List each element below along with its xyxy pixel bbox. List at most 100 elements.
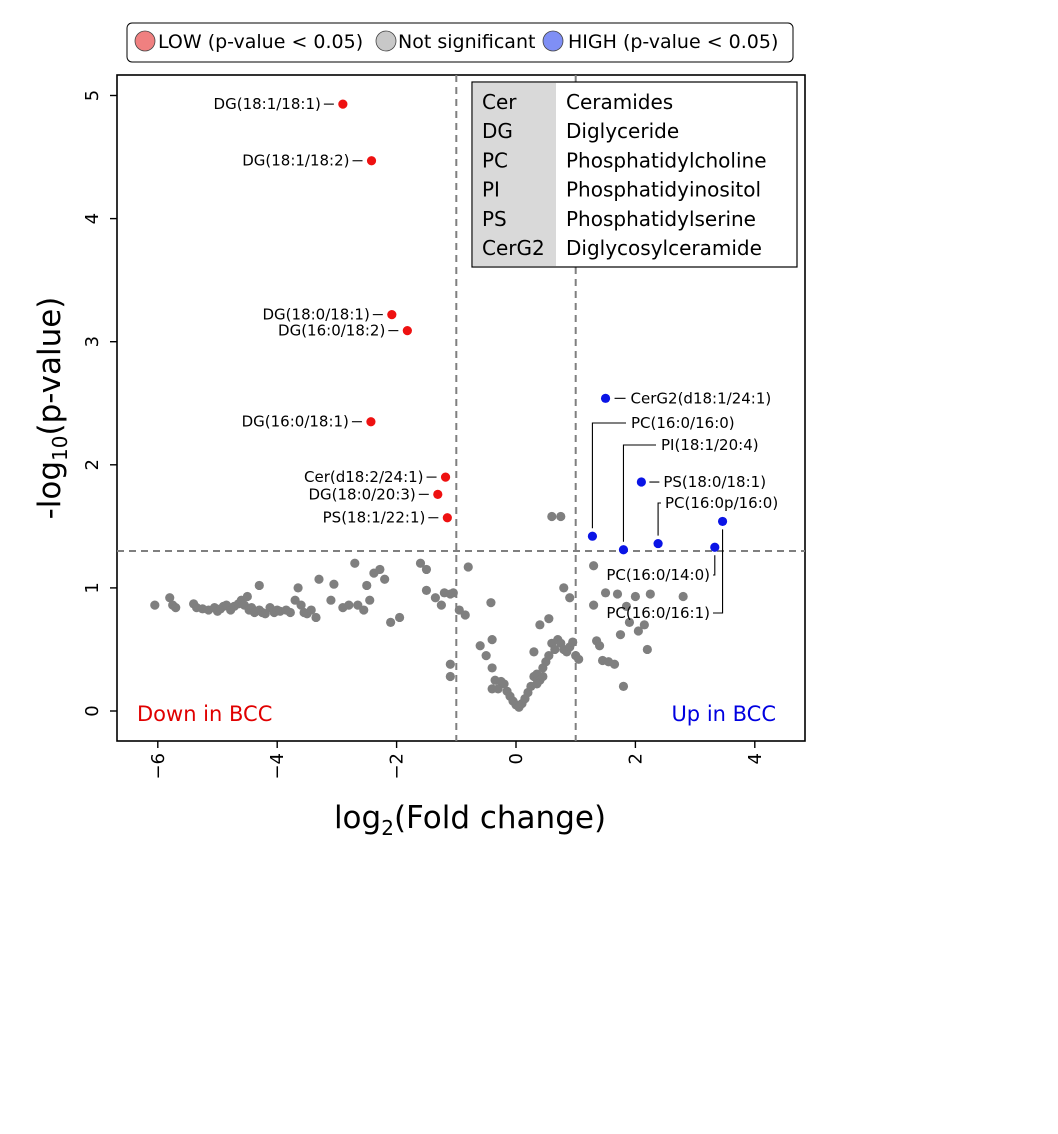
x-tick-label: 0 [506, 753, 527, 764]
not-significant-point [624, 617, 635, 627]
x-axis-title-subscript: 2 [381, 816, 394, 840]
not-significant-point [532, 679, 542, 689]
not-significant-point [430, 593, 441, 603]
not-significant-point [445, 671, 455, 682]
x-tick-label: −6 [148, 753, 169, 780]
high-significant-point [710, 542, 720, 552]
abbreviation-name: Phosphatidylserine [566, 207, 756, 231]
x-axis-title-rest: (Fold change) [394, 800, 606, 836]
low-significant-point [338, 99, 348, 109]
point-label: DG(16:0/18:2) [278, 322, 385, 340]
abbreviation-column-shade [473, 83, 556, 266]
point-label: PC(16:0/16:0) [631, 414, 735, 432]
not-significant-point [359, 605, 369, 615]
not-significant-point [436, 600, 446, 610]
legend-high-marker [542, 30, 564, 52]
not-significant-point [344, 600, 354, 610]
not-significant-point [486, 598, 496, 608]
abbreviation-name: Phosphatidylcholine [566, 148, 767, 172]
not-significant-point [499, 679, 509, 689]
abbreviation-name: Phosphatidyinositol [566, 178, 761, 202]
point-label: DG(16:0/18:1) [242, 413, 349, 431]
not-significant-point [350, 558, 360, 568]
abbreviation-code: PC [482, 148, 508, 172]
legend-high-label: HIGH (p-value < 0.05) [568, 31, 778, 53]
high-significant-point [636, 477, 646, 487]
legend-low-marker [134, 30, 156, 52]
not-significant-point [293, 583, 303, 593]
point-label: DG(18:0/18:1) [263, 306, 370, 324]
down-in-bcc-label: Down in BCC [137, 702, 272, 726]
abbreviation-name: Ceramides [566, 90, 673, 114]
point-label: PS(18:0/18:1) [663, 473, 766, 491]
point-label: Cer(d18:2/24:1) [304, 468, 424, 486]
not-significant-point [594, 641, 605, 651]
not-significant-point [475, 641, 485, 651]
not-significant-point [445, 659, 455, 669]
point-label: PC(16:0/16:1) [606, 604, 710, 622]
not-significant-point [481, 651, 491, 661]
not-significant-point [296, 600, 306, 610]
abbreviation-code: CerG2 [482, 236, 545, 260]
not-significant-point [589, 600, 599, 610]
point-labels: DG(18:1/18:1)DG(18:1/18:2)DG(18:0/18:1)D… [214, 95, 779, 622]
not-significant-point [306, 605, 316, 615]
label-leader-line [657, 502, 661, 536]
point-label: DG(18:0/20:3) [308, 485, 415, 503]
label-leader-line [713, 529, 724, 614]
y-axis-title: -log10(p-value) [32, 297, 72, 520]
not-significant-point [574, 654, 584, 664]
abbreviation-code: PS [482, 207, 507, 231]
not-significant-point [421, 585, 432, 595]
x-tick-label: 2 [625, 753, 646, 764]
not-significant-point [642, 644, 652, 655]
abbreviation-name: Diglyceride [566, 119, 679, 143]
y-tick-label: 5 [82, 90, 103, 101]
low-significant-point [442, 513, 452, 523]
y-tick-label: 4 [82, 213, 103, 224]
axes: −6 −4 −2 0 2 4 0 1 2 3 4 5 [82, 90, 766, 780]
not-significant-point [559, 583, 569, 593]
not-significant-point [314, 574, 324, 584]
not-significant-point [544, 614, 554, 624]
low-significant-point [402, 326, 412, 336]
legend: LOW (p-value < 0.05) Not significant HIG… [126, 22, 794, 63]
not-significant-point [556, 511, 566, 522]
not-significant-point [285, 607, 295, 618]
not-significant-point [544, 651, 554, 661]
not-significant-point [463, 562, 473, 572]
legend-low-label: LOW (p-value < 0.05) [158, 31, 363, 53]
not-significant-point [421, 564, 432, 575]
not-significant-point [547, 511, 557, 522]
not-significant-point [460, 610, 470, 620]
high-significant-point [587, 531, 598, 541]
up-in-bcc-label: Up in BCC [671, 702, 776, 726]
y-axis-title-subscript: 10 [48, 436, 72, 461]
abbreviation-table: Cer Ceramides DG Diglyceride PC Phosphatidylc… [471, 81, 798, 268]
not-significant-point [150, 600, 160, 610]
not-significant-point [612, 589, 623, 599]
not-significant-point [254, 580, 264, 591]
not-significant-point [365, 595, 375, 605]
y-tick-label: 1 [82, 582, 103, 593]
abbreviation-name: Diglycosylceramide [566, 236, 762, 260]
point-label: CerG2(d18:1/24:1) [631, 389, 772, 407]
low-significant-point [433, 489, 443, 499]
y-axis-title-base: -log [32, 461, 68, 519]
not-significant-point [362, 580, 372, 591]
not-significant-point [589, 561, 599, 571]
not-significant-point [639, 620, 649, 630]
legend-ns-label: Not significant [398, 31, 535, 53]
not-significant-point [448, 588, 458, 598]
label-leader-line [713, 555, 716, 576]
not-significant-point [535, 620, 545, 630]
low-significant-point [387, 310, 397, 320]
not-significant-point [487, 635, 497, 645]
high-significant-point [600, 393, 611, 403]
x-tick-label: 4 [745, 753, 766, 764]
legend-frame [126, 22, 794, 63]
not-significant-point [380, 574, 390, 584]
label-leader-line [591, 422, 626, 529]
y-axis-title-rest: (p-value) [32, 297, 68, 436]
not-significant-point [415, 558, 426, 568]
